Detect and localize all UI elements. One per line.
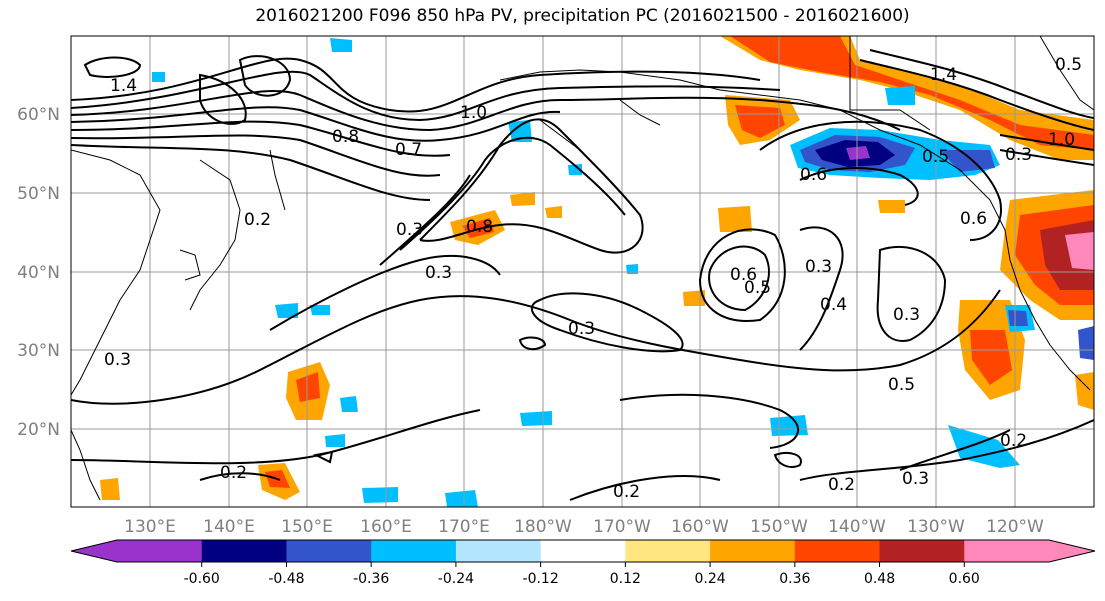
lon-label: 170°W bbox=[593, 517, 651, 537]
colorbar-tick-label: 0.24 bbox=[695, 571, 726, 587]
colorbar-segment bbox=[794, 540, 881, 562]
colorbar-tick-label: 0.60 bbox=[949, 571, 980, 587]
contour-label: 0.3 bbox=[902, 469, 929, 489]
lon-label: 160°E bbox=[360, 517, 412, 537]
contour-label: 1.4 bbox=[930, 65, 957, 85]
colorbar-segment bbox=[371, 540, 457, 562]
contour-label: 0.2 bbox=[1000, 431, 1027, 451]
contour-label: 1.0 bbox=[460, 103, 487, 123]
contour-label: 0.2 bbox=[220, 463, 247, 483]
contour-label: 0.8 bbox=[466, 217, 493, 237]
colorbar-tick-label: -0.36 bbox=[353, 571, 389, 587]
contour-label: 0.6 bbox=[730, 265, 757, 285]
contour-label: 0.3 bbox=[396, 220, 423, 240]
contour-label: 0.5 bbox=[1055, 55, 1082, 75]
lon-label: 180°W bbox=[514, 517, 572, 537]
contour-label: 0.5 bbox=[888, 375, 915, 395]
colorbar-segment bbox=[117, 540, 203, 562]
contour-label: 0.5 bbox=[922, 147, 949, 167]
colorbar-tick-label: 0.48 bbox=[864, 571, 895, 587]
colorbar-labels: -0.60 -0.48 -0.36 -0.24 -0.12 0.12 0.24 0.36 0.4… bbox=[184, 562, 980, 587]
lat-label: 40°N bbox=[17, 263, 60, 283]
contour-label: 0.3 bbox=[425, 263, 452, 283]
colorbar-segment bbox=[540, 540, 626, 562]
map-layers: 1.4 1.0 0.8 0.7 0.3 0.3 0.2 0.8 0.3 0.6 … bbox=[71, 36, 1094, 507]
contour-label: 1.4 bbox=[110, 76, 137, 96]
pv-contours bbox=[71, 49, 1094, 501]
colorbar-outline bbox=[70, 539, 1096, 563]
colorbar-arrow-left bbox=[71, 540, 117, 562]
lon-label: 140°W bbox=[828, 517, 886, 537]
lat-label: 50°N bbox=[17, 184, 60, 204]
contour-label: 0.2 bbox=[613, 482, 640, 502]
lon-label: 170°E bbox=[438, 517, 490, 537]
contour-label: 0.3 bbox=[805, 257, 832, 277]
colorbar-tick-label: -0.24 bbox=[438, 571, 474, 587]
map-frame bbox=[70, 35, 1095, 508]
colorbar-segment bbox=[879, 540, 965, 562]
contour-label: 0.6 bbox=[800, 165, 827, 185]
colorbar-segment bbox=[286, 540, 372, 562]
contour-label: 0.8 bbox=[332, 127, 359, 147]
contour-label: 0.3 bbox=[893, 305, 920, 325]
lat-label: 60°N bbox=[17, 105, 60, 125]
lon-label: 150°E bbox=[281, 517, 333, 537]
colorbar-segment bbox=[201, 540, 287, 562]
colorbar-tick-label: -0.12 bbox=[523, 571, 559, 587]
lat-label: 30°N bbox=[17, 341, 60, 361]
latitude-labels: 60°N 50°N 40°N 30°N 20°N bbox=[17, 105, 60, 440]
lon-label: 150°W bbox=[750, 517, 808, 537]
contour-label: 0.6 bbox=[960, 209, 987, 229]
colorbar-tick-label: 0.36 bbox=[779, 571, 810, 587]
colorbar-segment bbox=[710, 540, 796, 562]
contour-label: 0.2 bbox=[828, 475, 855, 495]
colorbar-segment bbox=[455, 540, 542, 562]
colorbar-tick-label: 0.12 bbox=[610, 571, 641, 587]
lon-label: 160°W bbox=[671, 517, 729, 537]
longitude-labels: 130°E 140°E 150°E 160°E 170°E 180°W 170°… bbox=[124, 517, 1044, 537]
graticule bbox=[71, 36, 1094, 507]
colorbar-tick-label: -0.48 bbox=[268, 571, 304, 587]
colorbar bbox=[70, 539, 1096, 563]
contour-label: 0.3 bbox=[104, 350, 131, 370]
contour-label: 0.3 bbox=[568, 319, 595, 339]
lon-label: 140°E bbox=[203, 517, 255, 537]
contour-label: 1.0 bbox=[1048, 130, 1075, 150]
colorbar-segment bbox=[625, 540, 711, 562]
contour-labels: 1.4 1.0 0.8 0.7 0.3 0.3 0.2 0.8 0.3 0.6 … bbox=[104, 55, 1082, 502]
colorbar-tick-label: -0.60 bbox=[184, 571, 220, 587]
contour-label: 0.3 bbox=[1005, 145, 1032, 165]
colorbar-segment bbox=[964, 540, 1050, 562]
lat-label: 20°N bbox=[17, 420, 60, 440]
contour-label: 0.4 bbox=[820, 295, 847, 315]
lon-label: 120°W bbox=[986, 517, 1044, 537]
contour-label: 0.7 bbox=[395, 140, 422, 160]
contour-label: 0.2 bbox=[244, 210, 271, 230]
lon-label: 130°W bbox=[907, 517, 965, 537]
colorbar-arrow-right bbox=[1049, 540, 1095, 562]
contour-label: 0.5 bbox=[744, 278, 771, 298]
map-title: 2016021200 F096 850 hPa PV, precipitatio… bbox=[255, 6, 910, 26]
lon-label: 130°E bbox=[124, 517, 176, 537]
